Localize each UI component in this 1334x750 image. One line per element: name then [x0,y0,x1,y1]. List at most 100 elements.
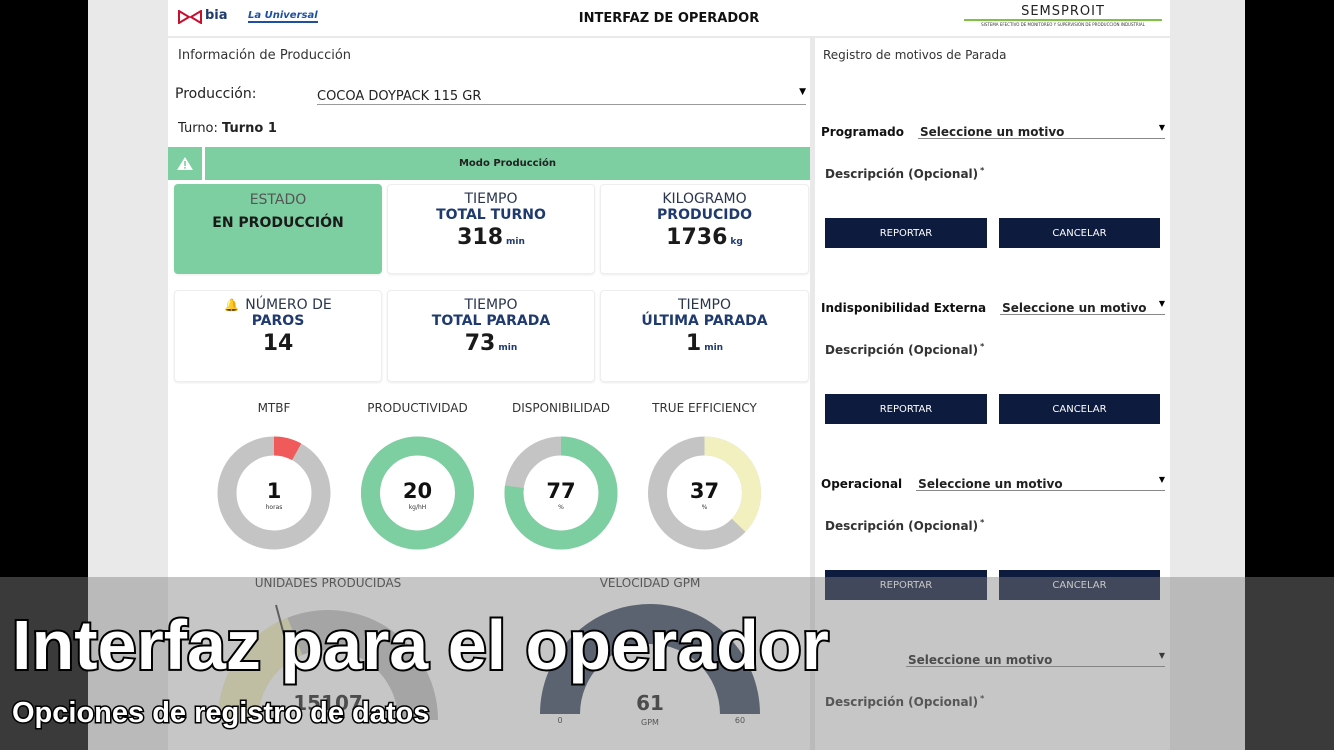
donut-arc [504,436,618,550]
mode-bar: Modo Producción [205,147,810,180]
logo-universal: La Universal [248,10,318,23]
warning-box [168,147,202,180]
select-value: COCOA DOYPACK 115 GR [317,89,482,104]
kpi-value: 73 [464,331,496,356]
caret: ▼ [1158,651,1165,660]
reason-select[interactable]: Seleccione un motivo ▼ [1000,297,1165,315]
kpi-title: PAROS [251,313,305,329]
indicator-value: 1 [267,479,282,503]
select-placeholder: Seleccione un motivo [1002,301,1147,315]
caption-title: Interfaz para el operador [10,604,831,686]
production-select[interactable]: COCOA DOYPACK 115 GR ▼ [317,85,806,105]
required-mark: * [980,518,985,527]
kpi-label: KILOGRAMO [601,191,808,207]
warning-icon [177,157,193,170]
kpi-value-row: 14 [175,331,381,356]
caption-subtitle: Opciones de registro de datos [10,696,430,731]
kpi-label-text: ESTADO [249,192,307,208]
kpi-label-text: KILOGRAMO [662,191,747,207]
button[interactable]: CANCELAR [999,218,1160,248]
kpi-unit: min [506,237,525,247]
kpi-unit: min [704,343,724,353]
caret: ▼ [799,87,806,97]
logo-bia: bia [205,8,228,23]
brand: SEMSPROIT [964,4,1162,21]
brand-tagline: SISTEMA EFECTIVO DE MONITOREO Y SUPERVIS… [981,22,1145,27]
button[interactable]: CANCELAR [999,570,1160,600]
kpi-card: KILOGRAMO PRODUCIDO 1736 kg [600,184,809,274]
indicator-unit: % [702,504,708,511]
gauge-unit: GPM [641,718,659,727]
indicator-unit: kg/hH [409,504,427,511]
donut-arc [361,436,474,550]
select-placeholder: Seleccione un motivo [908,653,1053,667]
reason-select[interactable]: Seleccione un motivo ▼ [906,649,1165,667]
kpi-label: ESTADO [175,192,381,208]
reason-row: Indisponibilidad Externa Seleccione un mo… [821,297,1165,315]
button[interactable]: REPORTAR [825,394,987,424]
button[interactable]: CANCELAR [999,394,1160,424]
reason-select[interactable]: Seleccione un motivo ▼ [916,473,1165,491]
header-title: INTERFAZ DE OPERADOR [578,11,760,26]
kpi-title: ÚLTIMA PARADA [641,313,768,329]
caret: ▼ [1158,123,1165,132]
shift: Turno: Turno 1 [178,121,277,136]
indicator-value: 37 [690,479,719,503]
shift-value: Turno 1 [222,121,277,136]
donut-arc [217,436,331,550]
reason-label: Indisponibilidad Externa [821,301,987,315]
section-title: Registro de motivos de Parada [823,48,1007,62]
shift-label: Turno: [178,121,218,136]
reason-label: Operacional [821,477,903,491]
gauge-label: UNIDADES PRODUCIDAS [255,576,402,590]
mode-label: Modo Producción [458,158,556,169]
kpi-title: TOTAL TURNO [436,207,546,223]
kpi-unit: min [498,343,518,353]
kpi-label: 🔔 NÚMERO DE [175,297,381,313]
description-label: Descripción (Opcional) * [825,166,984,181]
kpi-card: ESTADO EN PRODUCCIÓN [174,184,382,274]
reason-select[interactable]: Seleccione un motivo ▼ [918,121,1165,139]
reason-label: Programado [821,125,904,139]
bia-icon [178,10,202,24]
kpi-value: 14 [262,331,294,356]
gauge-max: 60 [735,716,745,725]
kpi-label-text: NÚMERO DE [245,297,332,313]
indicator-value: 77 [546,479,575,503]
kpi-unit: kg [730,237,743,247]
reason-row: Seleccione un motivo ▼ [821,649,1165,667]
gauge-label: VELOCIDAD GPM [600,576,701,590]
kpi-value-row: 318 min [388,225,594,250]
select-placeholder: Seleccione un motivo [918,477,1063,491]
kpi-value-row: 73 min [388,331,594,356]
kpi-card: TIEMPO TOTAL TURNO 318 min [387,184,595,274]
description-label: Descripción (Opcional) * [825,518,984,533]
required-mark: * [980,166,985,175]
indicator-label: TRUE EFFICIENCY [651,401,757,415]
description-text: Descripción (Opcional) [825,519,979,533]
reason-row: Programado Seleccione un motivo ▼ [821,121,1165,139]
gauge-fill [540,604,760,714]
gauge-value: 15107 [293,691,363,715]
gauge-needle [275,604,289,651]
indicator-value: 20 [403,479,432,503]
header: bia La Universal INTERFAZ DE OPERADOR SE… [168,0,1170,36]
indicator-label: MTBF [258,401,291,415]
button[interactable]: REPORTAR [825,570,987,600]
kpi-value-row: 1736 kg [601,225,808,250]
donut-arc [648,436,761,550]
kpi-title: PRODUCIDO [657,207,752,223]
gauge-fill [218,617,303,720]
kpi-label: TIEMPO [388,297,594,313]
description-label: Descripción (Opcional) * [825,694,984,709]
section-title: Información de Producción [178,48,352,63]
field-label: Producción: [175,86,257,102]
button[interactable]: REPORTAR [825,218,987,248]
caption-overlay [0,577,1334,750]
reason-row: Operacional Seleccione un motivo ▼ [821,473,1165,491]
caret: ▼ [1158,299,1165,308]
description-text: Descripción (Opcional) [825,167,979,181]
kpi-label-text: TIEMPO [464,297,518,313]
kpi-value: 1 [685,331,702,356]
